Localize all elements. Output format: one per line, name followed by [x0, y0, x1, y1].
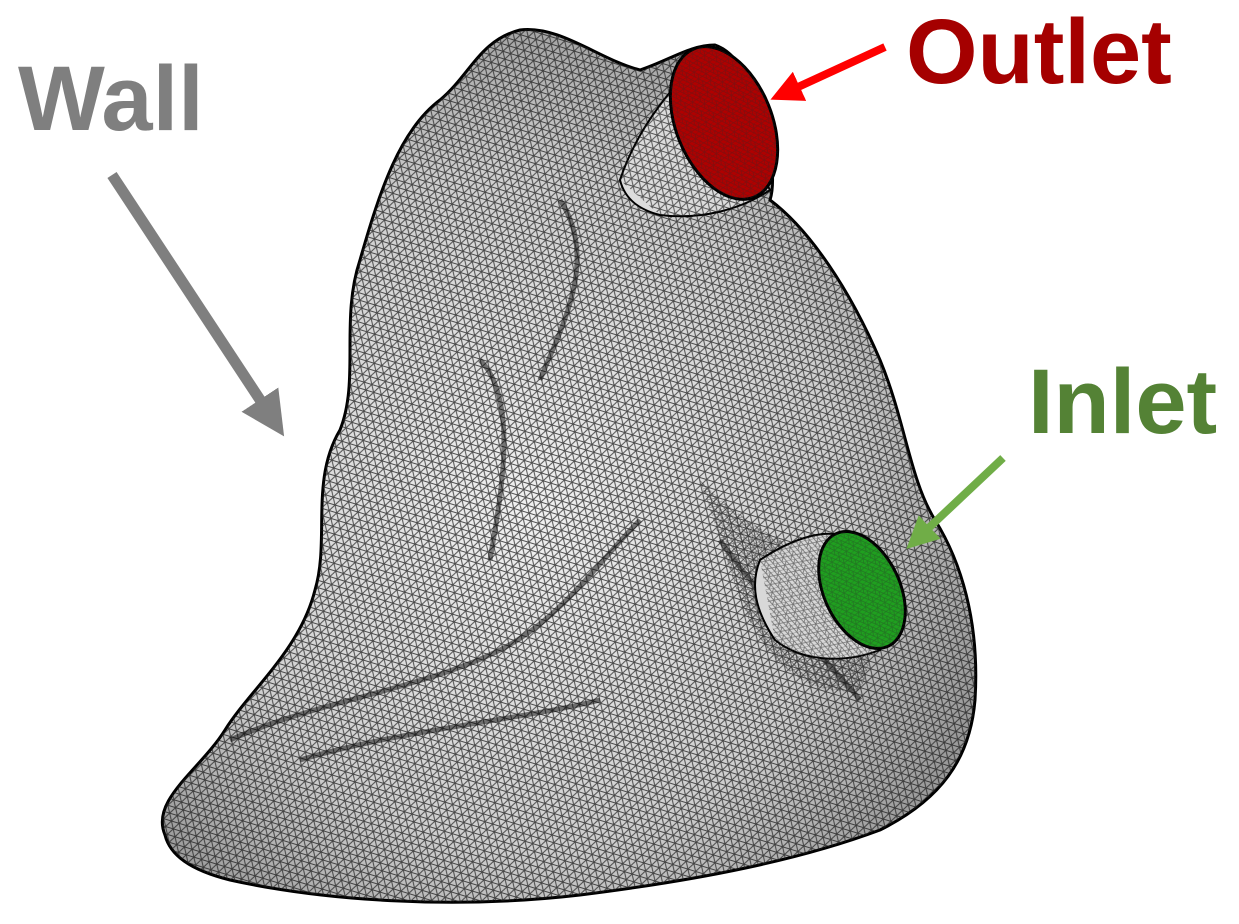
wall-label: Wall: [18, 48, 204, 150]
inlet-label: Inlet: [1028, 351, 1217, 453]
outlet-arrow: [785, 47, 885, 93]
outlet-label: Outlet: [906, 1, 1172, 103]
diagram: Wall Outlet Inlet: [0, 0, 1239, 924]
inlet-arrow: [918, 458, 1003, 538]
wall-arrow: [112, 175, 272, 418]
mesh-wireframe: [162, 30, 976, 903]
mesh-body: [162, 30, 976, 903]
page: Wall Outlet Inlet (() => { const data = …: [0, 0, 1239, 924]
